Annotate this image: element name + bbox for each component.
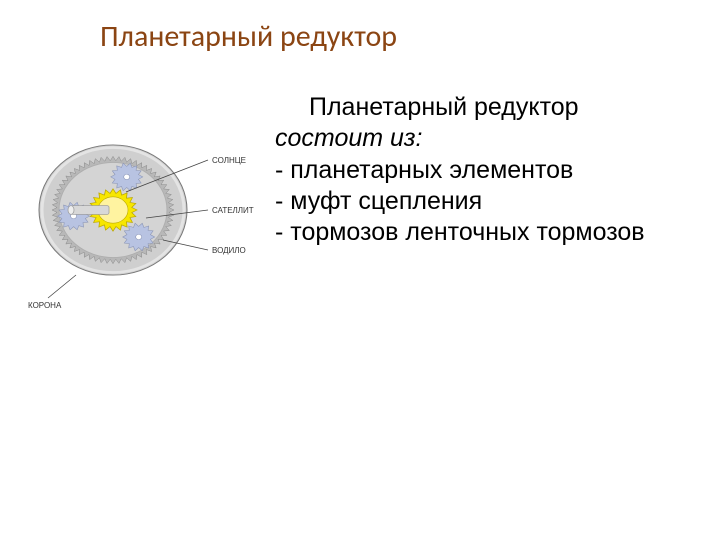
svg-text:ВОДИЛО: ВОДИЛО — [212, 246, 246, 255]
intro-italic: состоит из: — [275, 124, 423, 152]
list-item: - муфт сцепления — [275, 187, 482, 215]
svg-text:КОРОНА: КОРОНА — [28, 301, 62, 310]
planetary-gear-diagram: СОЛНЦЕ САТЕЛЛИТ ВОДИЛО КОРОНА — [18, 110, 268, 310]
intro-plain: Планетарный редуктор — [309, 93, 579, 121]
svg-text:СОЛНЦЕ: СОЛНЦЕ — [212, 156, 246, 165]
page-title: Планетарный редуктор — [100, 18, 397, 55]
list-item: - планетарных элементов — [275, 156, 573, 184]
svg-text:САТЕЛЛИТ: САТЕЛЛИТ — [212, 206, 254, 215]
body-text: Планетарный редуктор состоит из: - плане… — [275, 92, 685, 248]
list-item: - тормозов ленточных тормозов — [275, 218, 645, 246]
